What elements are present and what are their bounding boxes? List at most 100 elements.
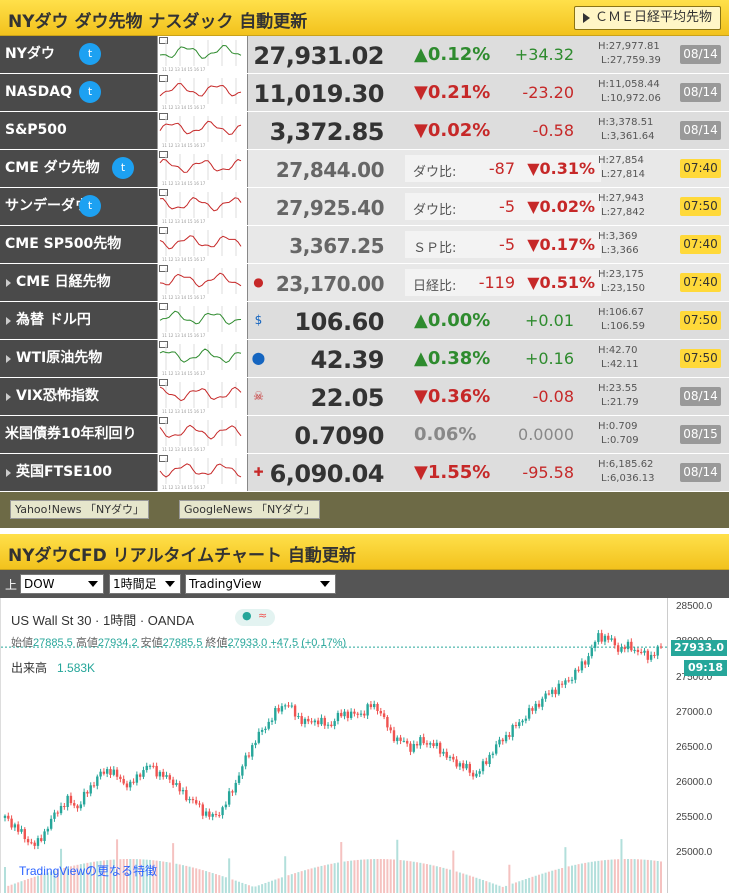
- mini-chart[interactable]: 11 12 13 14 15 16 17: [158, 112, 248, 149]
- quote-row[interactable]: VIX恐怖指数 11 12 13 14 15 16 17 ☠ 22.05 ▼0.36% -…: [0, 378, 729, 416]
- svg-text:11 12 13 14 15 16 17: 11 12 13 14 15 16 17: [162, 295, 206, 300]
- candle-body: [521, 720, 524, 723]
- volume-bar: [640, 859, 643, 893]
- quote-name[interactable]: 英国FTSE100: [0, 454, 158, 491]
- quote-row[interactable]: サンデーダウ t 11 12 13 14 15 16 17 27,925.40 ダウ比:…: [0, 188, 729, 226]
- candle-body: [231, 791, 234, 793]
- expand-icon[interactable]: [159, 303, 168, 310]
- chart-section-header: NYダウCFD リアルタイムチャート 自動更新: [0, 534, 729, 570]
- tradingview-link[interactable]: TradingViewの更なる特徴: [19, 864, 158, 878]
- tradingview-chart[interactable]: US Wall St 30 · 1時間 · OANDA ● ≈ 始値27885.…: [0, 598, 729, 893]
- mini-chart[interactable]: 11 12 13 14 15 16 17: [158, 150, 248, 187]
- mini-chart[interactable]: 11 12 13 14 15 16 17: [158, 340, 248, 377]
- google-news-link[interactable]: GoogleNews 「NYダウ」: [179, 500, 320, 519]
- candle-body: [412, 744, 415, 752]
- quote-name[interactable]: CME ダウ先物: [0, 150, 158, 187]
- expand-icon[interactable]: [159, 189, 168, 196]
- volume-bar: [478, 878, 481, 893]
- expand-icon[interactable]: [159, 341, 168, 348]
- volume-bar: [435, 866, 438, 893]
- mini-chart[interactable]: 11 12 13 14 15 16 17: [158, 416, 248, 453]
- expand-icon[interactable]: [159, 455, 168, 462]
- volume-bar: [158, 861, 161, 893]
- candle-body: [290, 705, 293, 707]
- quote-row[interactable]: S&P500 11 12 13 14 15 16 17 3,372.85 ▼0.02%…: [0, 112, 729, 150]
- quote-name[interactable]: VIX恐怖指数: [0, 378, 158, 415]
- quote-row[interactable]: 為替 ドル円 11 12 13 14 15 16 17 $106.60 ▲0.00% +…: [0, 302, 729, 340]
- quote-row[interactable]: 英国FTSE100 11 12 13 14 15 16 17 ✚ 6,090.04 ▼1…: [0, 454, 729, 492]
- mini-chart[interactable]: 11 12 13 14 15 16 17: [158, 74, 248, 111]
- twitter-icon[interactable]: t: [79, 195, 101, 217]
- quote-name[interactable]: CME SP500先物: [0, 226, 158, 263]
- quote-name[interactable]: 米国債券10年利回り: [0, 416, 158, 453]
- mini-chart[interactable]: 11 12 13 14 15 16 17: [158, 36, 248, 73]
- quote-row[interactable]: NASDAQ t 11 12 13 14 15 16 17 11,019.30 ▼0.2…: [0, 74, 729, 112]
- flag-icon: $: [254, 313, 263, 327]
- mini-chart[interactable]: 11 12 13 14 15 16 17: [158, 378, 248, 415]
- quote-name[interactable]: 為替 ドル円: [0, 302, 158, 339]
- low-value: L:23,150: [601, 283, 645, 294]
- high-value: H:6,185.62: [598, 459, 654, 470]
- mini-chart[interactable]: 11 12 13 14 15 16 17: [158, 454, 248, 491]
- status-dot-icon: ●: [242, 609, 252, 622]
- quote-row[interactable]: WTI原油先物 11 12 13 14 15 16 17 ⬤ 42.39 ▲0.38% +…: [0, 340, 729, 378]
- quote-row[interactable]: CME ダウ先物 t 11 12 13 14 15 16 17 27,844.00 ダウ…: [0, 150, 729, 188]
- yahoo-news-link[interactable]: Yahoo!News 「NYダウ」: [10, 500, 149, 519]
- volume-bar: [389, 859, 392, 893]
- quote-row[interactable]: CME 日経先物 11 12 13 14 15 16 17 ● 23,170.00 日経…: [0, 264, 729, 302]
- expand-icon[interactable]: [159, 417, 168, 424]
- candle-body: [363, 713, 366, 716]
- quote-name-text: CME 日経先物: [16, 274, 111, 290]
- cme-nikkei-button[interactable]: ＣＭＥ日経平均先物: [573, 6, 721, 30]
- price-tick: 27000.0: [676, 706, 713, 718]
- quote-name[interactable]: CME 日経先物: [0, 264, 158, 301]
- change-value: +47.5 (+0.17%): [270, 637, 347, 649]
- mini-chart[interactable]: 11 12 13 14 15 16 17: [158, 188, 248, 225]
- twitter-icon[interactable]: t: [112, 157, 134, 179]
- volume-bar: [297, 872, 300, 893]
- expand-icon[interactable]: [159, 75, 168, 82]
- candle-body: [264, 728, 267, 730]
- candle-plot[interactable]: [1, 598, 667, 893]
- quote-row[interactable]: 米国債券10年利回り 11 12 13 14 15 16 17 0.7090 0.06…: [0, 416, 729, 454]
- price-tick: 26000.0: [676, 776, 713, 788]
- interval-select[interactable]: 1時間足: [109, 574, 181, 594]
- quote-name[interactable]: S&P500: [0, 112, 158, 149]
- volume-bar: [30, 877, 33, 893]
- volume-bar: [228, 858, 231, 893]
- candle-body: [82, 791, 86, 805]
- quote-name[interactable]: NYダウ: [0, 36, 158, 73]
- provider-select[interactable]: TradingView: [185, 574, 336, 594]
- candle-body: [320, 717, 323, 725]
- volume-bar: [36, 875, 39, 893]
- high-value: H:42.70: [598, 345, 638, 356]
- quote-name-text: VIX恐怖指数: [16, 388, 99, 404]
- candle-body: [616, 645, 620, 652]
- candle-body: [399, 737, 402, 741]
- market-status-toggle[interactable]: ● ≈: [235, 609, 275, 626]
- candle-body: [274, 708, 277, 721]
- twitter-icon[interactable]: t: [79, 81, 101, 103]
- candle-body: [429, 743, 432, 745]
- expand-icon[interactable]: [159, 151, 168, 158]
- low-value: L:21.79: [601, 397, 639, 408]
- volume-bar: [168, 862, 171, 893]
- mini-chart[interactable]: 11 12 13 14 15 16 17: [158, 302, 248, 339]
- volume-bar: [660, 861, 662, 893]
- quote-price: 3,372.85: [269, 118, 385, 146]
- expand-icon[interactable]: [159, 379, 168, 386]
- expand-icon[interactable]: [159, 37, 168, 44]
- volume-bar: [554, 869, 557, 893]
- symbol-select[interactable]: DOW: [20, 574, 104, 594]
- mini-chart[interactable]: 11 12 13 14 15 16 17: [158, 264, 248, 301]
- candle-body: [66, 795, 69, 808]
- candle-body: [313, 720, 317, 723]
- quote-row[interactable]: NYダウ t 11 12 13 14 15 16 17 27,931.02 ▲0.12%…: [0, 36, 729, 74]
- quote-name[interactable]: WTI原油先物: [0, 340, 158, 377]
- twitter-icon[interactable]: t: [79, 43, 101, 65]
- expand-icon[interactable]: [159, 227, 168, 234]
- mini-chart[interactable]: 11 12 13 14 15 16 17: [158, 226, 248, 263]
- expand-icon[interactable]: [159, 113, 168, 120]
- expand-icon[interactable]: [159, 265, 168, 272]
- quote-row[interactable]: CME SP500先物 11 12 13 14 15 16 17 3,367.25 Ｓ…: [0, 226, 729, 264]
